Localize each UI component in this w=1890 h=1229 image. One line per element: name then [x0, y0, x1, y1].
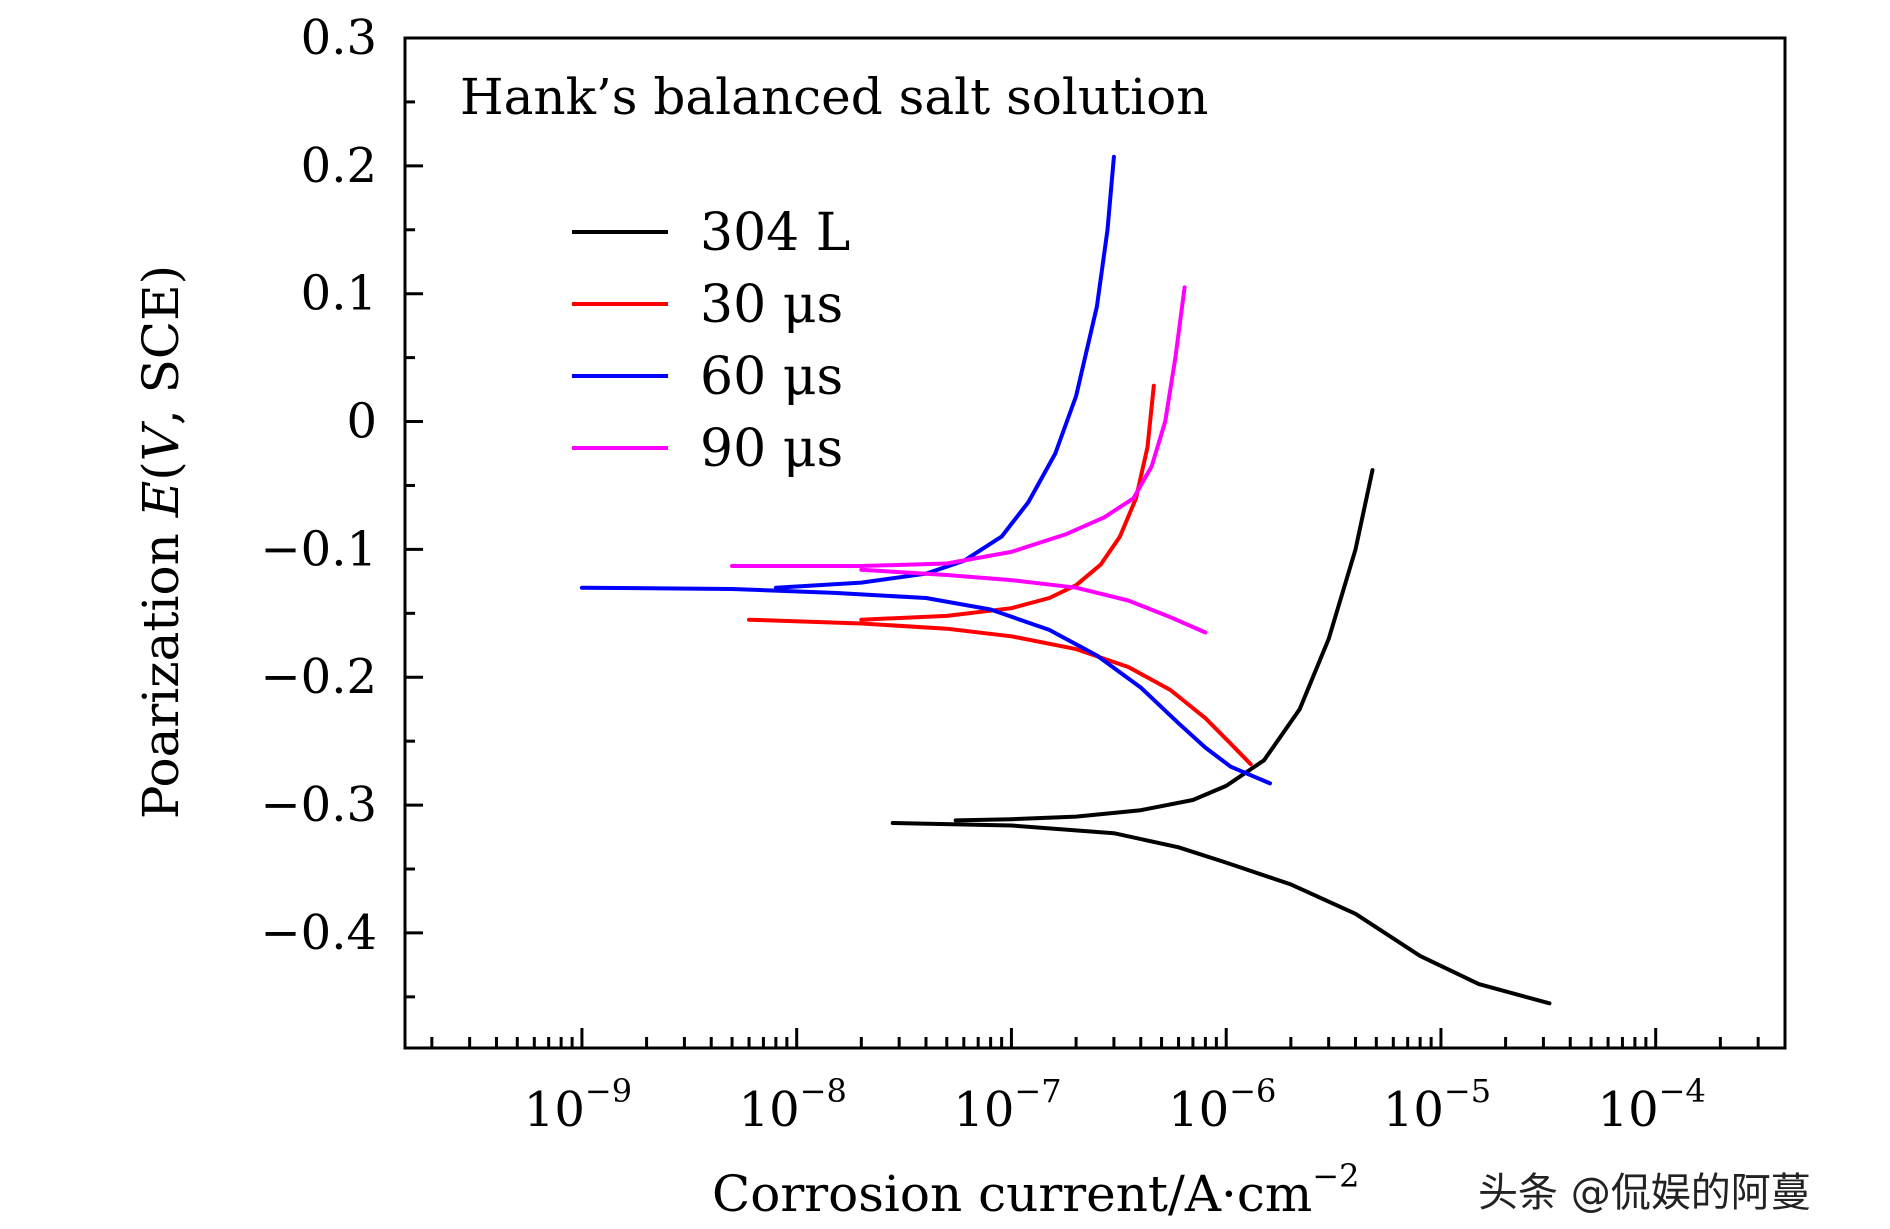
x-tick-label: 10−7: [953, 1072, 1061, 1138]
x-axis-title-exponent: −2: [1312, 1157, 1359, 1195]
x-tick-label-base: 10: [739, 1082, 800, 1138]
x-tick-label-exponent: −5: [1444, 1072, 1491, 1110]
y-axis-title-open: (: [132, 461, 190, 481]
series-90-s-anodic-curve: [730, 285, 1187, 568]
legend-label-60-s: 60 μs: [700, 347, 843, 407]
y-tick-label: −0.3: [260, 777, 377, 833]
y-axis-title-unit: V: [132, 420, 190, 461]
y-tick-label: −0.2: [260, 649, 377, 705]
x-tick-label-base: 10: [1598, 1082, 1659, 1138]
x-axis-title: Corrosion current/A·cm−2: [712, 1157, 1359, 1223]
series-304-l-anodic-curve: [953, 468, 1375, 823]
y-axis-ticks: 0.3 0.2 0.1 0 −0.1 −0.2 −0.3 −0.4: [260, 10, 423, 999]
y-tick-label: 0.1: [301, 266, 377, 322]
series-30-s-cathodic-curve: [747, 617, 1253, 767]
plot-frame: [403, 36, 1787, 1050]
series-60-s-cathodic-curve: [579, 585, 1272, 786]
x-tick-label-base: 10: [1383, 1082, 1444, 1138]
legend-label-90-s: 90 μs: [700, 419, 843, 479]
series-30-s-anodic-curve: [859, 383, 1156, 622]
x-tick-label: 10−9: [524, 1072, 632, 1138]
y-tick-label: 0: [346, 394, 377, 450]
y-tick-label: 0.2: [301, 138, 377, 194]
x-tick-label-exponent: −9: [585, 1072, 632, 1110]
x-tick-label-exponent: −4: [1659, 1072, 1706, 1110]
legend-label-304-l: 304 L: [700, 203, 850, 263]
x-tick-label-base: 10: [1168, 1082, 1229, 1138]
x-tick-label-base: 10: [953, 1082, 1014, 1138]
x-tick-label-base: 10: [524, 1082, 585, 1138]
y-tick-label: −0.4: [260, 905, 377, 961]
x-tick-label: 10−6: [1168, 1072, 1276, 1138]
legend: 304 L 30 μs 60 μs 90 μs: [572, 203, 850, 479]
watermark-text: 头条 @侃娱的阿蔓: [1478, 1170, 1811, 1216]
y-tick-label: −0.1: [260, 521, 377, 577]
x-tick-label: 10−5: [1383, 1072, 1491, 1138]
x-tick-label-exponent: −7: [1014, 1072, 1061, 1110]
y-tick-label: 0.3: [301, 10, 377, 66]
series-60-s-anodic-curve: [773, 154, 1116, 590]
x-tick-label-exponent: −8: [800, 1072, 847, 1110]
y-axis-title-italic: E: [132, 481, 190, 519]
y-axis-title-suffix: , SCE): [132, 265, 190, 425]
watermark: 头条 @侃娱的阿蔓: [1468, 1166, 1878, 1218]
x-axis-title-main: Corrosion current/A·cm: [712, 1165, 1312, 1223]
legend-label-30-s: 30 μs: [700, 275, 843, 335]
x-axis-ticks: 10−9 10−8 10−7 10−6 10−5 10−4: [430, 1028, 1787, 1138]
x-tick-label: 10−8: [739, 1072, 847, 1138]
y-axis-title: Poarization E(V, SCE): [132, 265, 190, 819]
solution-annotation: Hank’s balanced salt solution: [460, 68, 1208, 126]
x-tick-label: 10−4: [1598, 1072, 1706, 1138]
x-tick-label-exponent: −6: [1229, 1072, 1276, 1110]
series-layer: [579, 154, 1552, 1006]
series-90-s-cathodic-curve: [859, 567, 1208, 635]
series-304-l-cathodic-curve: [890, 821, 1552, 1006]
y-axis-title-prefix: Poarization: [132, 517, 190, 819]
